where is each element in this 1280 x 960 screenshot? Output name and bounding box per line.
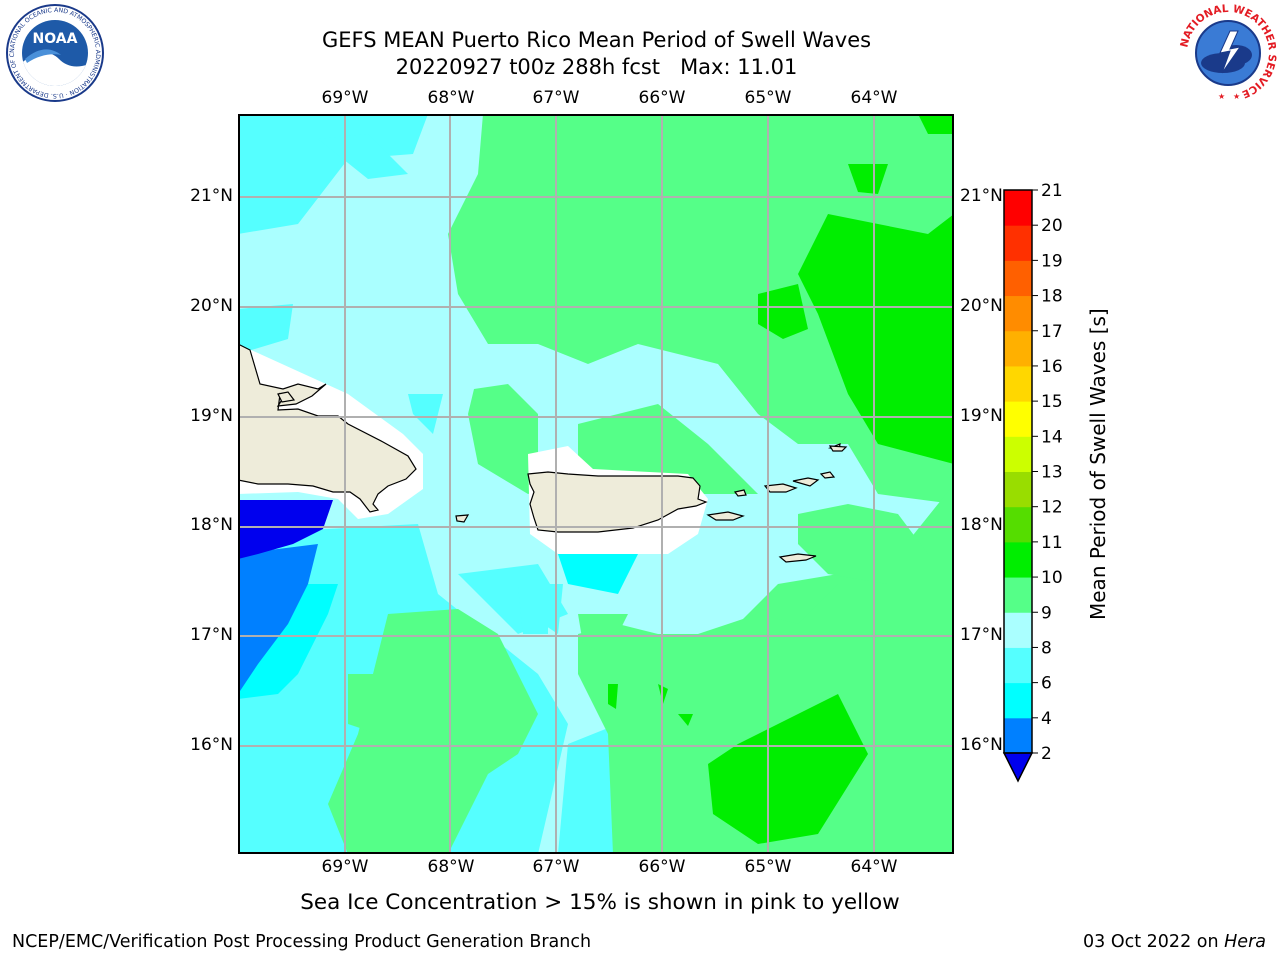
chart-subtitle: 20220927 t00z 288h fcst Max: 11.01 — [395, 55, 798, 79]
colorbar-segment — [1004, 260, 1032, 297]
nws-logo: NATIONAL WEATHER SERVICE ★ ★ — [1178, 3, 1278, 102]
lon-label-bottom: 66°W — [638, 857, 686, 877]
lat-label-right: 16°N — [960, 735, 1003, 755]
lat-label-right: 20°N — [960, 296, 1003, 316]
lat-label-right: 19°N — [960, 406, 1003, 426]
colorbar-tick-label: 20 — [1041, 216, 1063, 236]
colorbar-title: Mean Period of Swell Waves [s] — [1086, 308, 1110, 620]
sombrero-land — [828, 445, 848, 452]
lon-label-bottom: 64°W — [850, 857, 898, 877]
colorbar-tick-label: 4 — [1041, 709, 1052, 729]
lat-label-left: 18°N — [190, 515, 233, 535]
colorbar-segment — [1004, 295, 1032, 332]
lon-label-bottom: 69°W — [321, 857, 369, 877]
colorbar-tick-label: 21 — [1041, 181, 1063, 201]
colorbar-extend-min — [1002, 752, 1034, 783]
map-frame — [238, 114, 954, 854]
colorbar-tick-label: 15 — [1041, 392, 1063, 412]
colorbar-segment — [1004, 436, 1032, 472]
culebra-land — [733, 489, 747, 497]
lat-label-left: 17°N — [190, 625, 233, 645]
lat-label-left: 16°N — [190, 735, 233, 755]
colorbar-segment — [1004, 506, 1032, 543]
virgin-islands-land-1 — [763, 483, 798, 493]
footer-branch: NCEP/EMC/Verification Post Processing Pr… — [12, 932, 592, 952]
footer-machine: Hera — [1224, 932, 1266, 952]
colorbar-tick-label: 12 — [1041, 498, 1063, 518]
colorbar-segment — [1004, 190, 1032, 226]
lat-label-left: 19°N — [190, 406, 233, 426]
virgin-islands-land-3 — [819, 471, 836, 479]
lat-label-right: 21°N — [960, 186, 1003, 206]
swell-period-contours — [238, 114, 954, 854]
colorbar-segment — [1004, 225, 1032, 261]
colorbar-tick-label: 11 — [1041, 533, 1063, 553]
map-gridlines — [238, 114, 954, 854]
lat-label-right: 17°N — [960, 625, 1003, 645]
colorbar-segment — [1004, 330, 1032, 367]
colorbar-tick-label: 19 — [1041, 251, 1063, 271]
colorbar-segment — [1004, 401, 1032, 437]
lon-label-top: 69°W — [321, 88, 369, 108]
colorbar-tick-label: 13 — [1041, 463, 1063, 483]
lon-label-top: 66°W — [638, 88, 686, 108]
colorbar-tick-label: 14 — [1041, 427, 1063, 447]
vieques-land — [706, 511, 745, 521]
colorbar-segment — [1004, 717, 1032, 754]
colorbar-segment — [1004, 365, 1032, 402]
noaa-logo-text: NOAA — [33, 31, 78, 47]
lon-label-bottom: 65°W — [744, 857, 792, 877]
chart-title: GEFS MEAN Puerto Rico Mean Period of Swe… — [321, 28, 872, 52]
svg-text:★: ★ — [1218, 92, 1225, 101]
colorbar-tick-label: 17 — [1041, 322, 1063, 342]
mona-island-land — [455, 514, 470, 523]
colorbar-segment — [1004, 471, 1032, 508]
colorbar-tick-label: 6 — [1041, 674, 1052, 694]
lon-label-bottom: 67°W — [532, 857, 580, 877]
colorbar-tick-label: 10 — [1041, 568, 1063, 588]
lon-label-top: 64°W — [850, 88, 898, 108]
colorbar-tick-label: 8 — [1041, 638, 1052, 658]
svg-text:★: ★ — [1233, 92, 1240, 101]
colorbar-segment — [1004, 682, 1032, 719]
lat-label-left: 20°N — [190, 296, 233, 316]
swell-period-map — [238, 114, 954, 854]
colorbar-segment — [1004, 612, 1032, 648]
footer-date: 03 Oct 2022 on Hera — [1083, 932, 1266, 952]
lon-label-top: 65°W — [744, 88, 792, 108]
lat-label-left: 21°N — [190, 186, 233, 206]
hispaniola-land — [238, 343, 417, 513]
colorbar-segment — [1004, 577, 1032, 613]
colorbar-segment — [1004, 647, 1032, 684]
lon-label-top: 67°W — [532, 88, 580, 108]
coastal-island-land — [277, 391, 296, 403]
virgin-islands-land-2 — [792, 477, 820, 487]
colorbar-segment — [1004, 541, 1032, 578]
colorbar-tick-label: 16 — [1041, 357, 1063, 377]
colorbar-tick-label: 9 — [1041, 603, 1052, 623]
lat-label-right: 18°N — [960, 515, 1003, 535]
lon-label-top: 68°W — [427, 88, 475, 108]
noaa-logo: NATIONAL OCEANIC AND ATMOSPHERIC ADMINIS… — [5, 3, 104, 102]
colorbar-tick-label: 18 — [1041, 287, 1063, 307]
colorbar-tick-label: 2 — [1041, 744, 1052, 764]
colorbar: 2 4 6 8 9 10 11 12 13 14 15 16 17 18 19 20 21 — [1002, 181, 1063, 783]
st-croix-land — [778, 553, 817, 563]
lon-label-bottom: 68°W — [427, 857, 475, 877]
sea-ice-note: Sea Ice Concentration > 15% is shown in … — [300, 890, 900, 915]
